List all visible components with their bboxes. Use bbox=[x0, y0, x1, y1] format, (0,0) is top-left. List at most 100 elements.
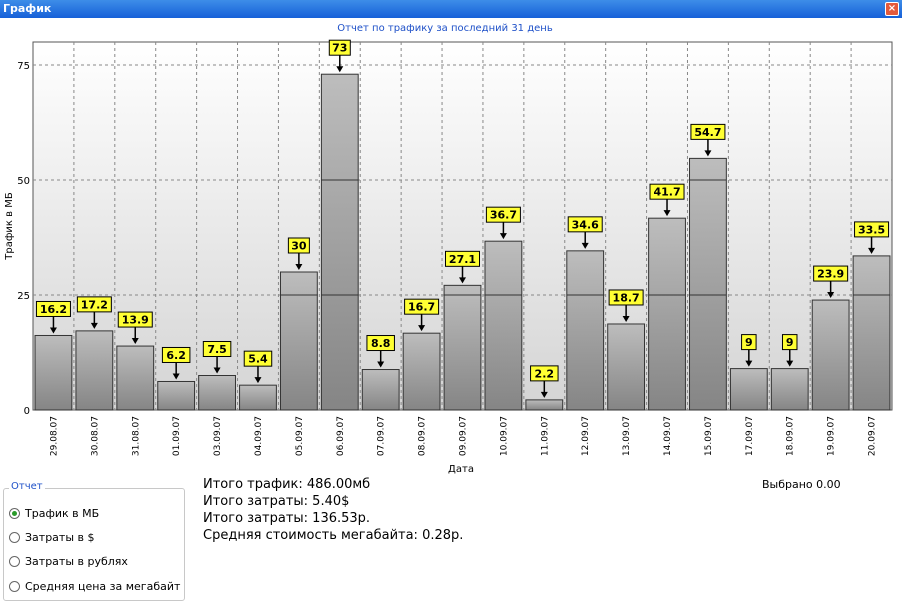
option-cost-usd-label: Затраты в $ bbox=[25, 530, 95, 544]
report-legend: Отчет Трафик в МБ Затраты в $ Затраты в … bbox=[3, 481, 185, 601]
value-arrow-head bbox=[213, 367, 221, 374]
x-tick-label: 19.09.07 bbox=[827, 416, 837, 456]
bar[interactable] bbox=[648, 217, 686, 411]
option-avg-price[interactable]: Средняя цена за мегабайт bbox=[9, 578, 180, 594]
value-arrow-head bbox=[663, 210, 671, 217]
bar[interactable] bbox=[239, 384, 277, 411]
window-titlebar: График × bbox=[0, 0, 902, 18]
bar[interactable] bbox=[75, 330, 114, 411]
bar[interactable] bbox=[157, 380, 196, 411]
option-cost-rub[interactable]: Затраты в рублях bbox=[9, 553, 128, 569]
bar[interactable] bbox=[198, 375, 236, 411]
value-label: 8.8 bbox=[371, 337, 391, 350]
y-tick-label: 0 bbox=[24, 406, 30, 417]
x-tick-label: 09.09.07 bbox=[459, 416, 469, 456]
bar[interactable] bbox=[279, 271, 318, 411]
bar[interactable] bbox=[852, 255, 891, 411]
avg-price: Средняя стоимость мегабайта: 0.28р. bbox=[203, 528, 464, 543]
value-arrow-head bbox=[622, 315, 630, 322]
value-label: 5.4 bbox=[248, 353, 268, 366]
option-avg-price-label: Средняя цена за мегабайт bbox=[25, 579, 181, 593]
x-tick-label: 11.09.07 bbox=[540, 416, 550, 456]
radio-cost-usd[interactable] bbox=[9, 531, 20, 543]
bar[interactable] bbox=[484, 240, 523, 411]
bar[interactable] bbox=[116, 345, 155, 411]
bar[interactable] bbox=[525, 399, 564, 411]
total-traffic: Итого трафик: 486.00мб bbox=[203, 477, 371, 492]
bar[interactable] bbox=[34, 334, 73, 411]
x-tick-label: 08.09.07 bbox=[418, 416, 428, 456]
value-arrow-head bbox=[377, 361, 385, 368]
x-tick-label: 14.09.07 bbox=[663, 416, 673, 456]
traffic-chart: Отчет по трафику за последний 31 день 0 2… bbox=[4, 23, 893, 475]
value-label: 34.6 bbox=[572, 218, 599, 231]
x-tick-label: 31.08.07 bbox=[131, 416, 141, 456]
radio-avg-price[interactable] bbox=[9, 580, 20, 592]
value-arrow-head bbox=[868, 247, 876, 254]
bar[interactable] bbox=[689, 157, 727, 411]
bar[interactable] bbox=[607, 323, 646, 411]
radio-cost-rub[interactable] bbox=[9, 555, 20, 567]
x-tick-label: 07.09.07 bbox=[377, 416, 387, 456]
x-tick-label: 29.08.07 bbox=[49, 416, 59, 456]
x-axis-label: Дата bbox=[448, 464, 474, 475]
value-arrow-head bbox=[499, 233, 507, 240]
chart-title: Отчет по трафику за последний 31 день bbox=[337, 23, 553, 34]
x-tick-label: 01.09.07 bbox=[172, 416, 182, 456]
total-cost-rub: Итого затраты: 136.53р. bbox=[203, 511, 371, 526]
value-label: 9 bbox=[786, 336, 794, 349]
value-arrow-head bbox=[540, 391, 548, 398]
bar[interactable] bbox=[361, 369, 400, 411]
bar[interactable] bbox=[443, 284, 482, 411]
value-arrow-head bbox=[254, 377, 262, 384]
value-arrow-head bbox=[49, 327, 57, 334]
value-label: 73 bbox=[332, 42, 347, 55]
radio-traffic[interactable] bbox=[9, 507, 20, 519]
total-cost-usd: Итого затраты: 5.40$ bbox=[203, 494, 350, 509]
value-label: 9 bbox=[745, 336, 753, 349]
option-cost-usd[interactable]: Затраты в $ bbox=[9, 529, 95, 545]
value-arrow-head bbox=[745, 360, 753, 367]
value-arrow-head bbox=[131, 338, 139, 345]
value-arrow-head bbox=[459, 277, 466, 284]
option-cost-rub-label: Затраты в рублях bbox=[25, 554, 128, 568]
x-tick-label: 12.09.07 bbox=[581, 416, 591, 456]
value-arrow-head bbox=[704, 150, 712, 157]
close-button[interactable]: × bbox=[885, 2, 899, 16]
x-tick-label: 15.09.07 bbox=[704, 416, 714, 456]
option-traffic[interactable]: Трафик в МБ bbox=[9, 505, 99, 521]
value-label: 33.5 bbox=[858, 223, 885, 236]
x-tick-label: 10.09.07 bbox=[499, 416, 509, 456]
x-tick-label: 18.09.07 bbox=[786, 416, 796, 456]
bar[interactable] bbox=[320, 73, 359, 411]
value-arrow-head bbox=[336, 66, 344, 73]
bar[interactable] bbox=[770, 368, 809, 411]
selected-value: Выбрано 0.00 bbox=[762, 478, 841, 491]
bar[interactable] bbox=[566, 250, 605, 411]
x-tick-label: 20.09.07 bbox=[868, 416, 878, 456]
x-tick-label: 17.09.07 bbox=[745, 416, 755, 456]
y-tick-label: 75 bbox=[17, 61, 30, 72]
value-label: 2.2 bbox=[535, 367, 555, 380]
value-arrow-head bbox=[172, 373, 180, 380]
value-label: 27.1 bbox=[449, 253, 476, 266]
x-tick-label: 05.09.07 bbox=[295, 416, 305, 456]
value-label: 16.2 bbox=[40, 303, 67, 316]
bar[interactable] bbox=[811, 299, 850, 411]
value-label: 23.9 bbox=[817, 268, 844, 281]
value-label: 41.7 bbox=[653, 186, 680, 199]
x-tick-label: 06.09.07 bbox=[336, 416, 346, 456]
value-arrow-head bbox=[581, 242, 589, 249]
bar[interactable] bbox=[729, 368, 768, 411]
value-label: 13.9 bbox=[122, 314, 149, 327]
y-axis-label: Трафик в МБ bbox=[4, 192, 15, 261]
value-label: 16.7 bbox=[408, 301, 435, 314]
value-label: 54.7 bbox=[694, 126, 721, 139]
x-tick-label: 03.09.07 bbox=[213, 416, 223, 456]
bar[interactable] bbox=[402, 332, 441, 411]
value-arrow-head bbox=[418, 325, 426, 332]
legend-title: Отчет bbox=[9, 481, 45, 492]
value-label: 30 bbox=[291, 240, 307, 253]
y-tick-label: 25 bbox=[17, 291, 30, 302]
y-tick-label: 50 bbox=[17, 176, 30, 187]
